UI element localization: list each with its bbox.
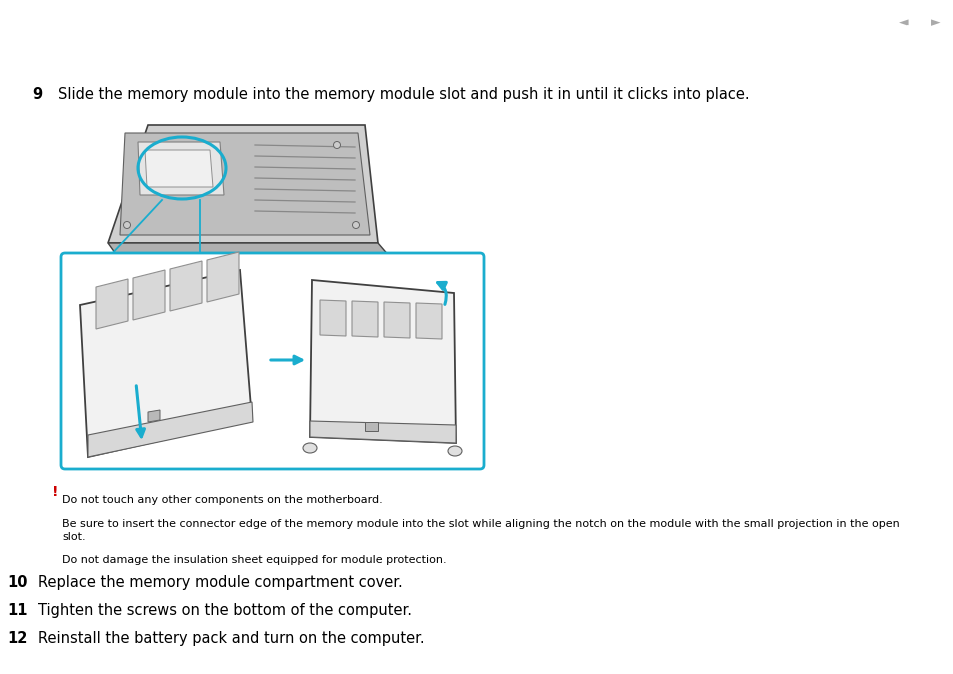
Ellipse shape: [123, 222, 131, 228]
Text: !: !: [52, 485, 58, 499]
Text: Reinstall the battery pack and turn on the computer.: Reinstall the battery pack and turn on t…: [38, 631, 424, 646]
Polygon shape: [310, 280, 456, 443]
Ellipse shape: [334, 142, 340, 148]
Polygon shape: [310, 421, 456, 443]
Ellipse shape: [352, 222, 359, 228]
Polygon shape: [132, 270, 165, 320]
Ellipse shape: [303, 443, 316, 453]
Polygon shape: [148, 410, 160, 422]
Polygon shape: [319, 300, 346, 336]
Text: ◄: ◄: [899, 16, 908, 30]
Polygon shape: [384, 302, 410, 338]
Text: Slide the memory module into the memory module slot and push it in until it clic: Slide the memory module into the memory …: [58, 87, 749, 102]
Text: 12: 12: [8, 631, 28, 646]
Text: Upgrading Your VAIO Computer: Upgrading Your VAIO Computer: [710, 42, 945, 55]
Polygon shape: [170, 261, 202, 311]
Text: slot.: slot.: [62, 532, 86, 542]
Polygon shape: [138, 142, 224, 195]
Ellipse shape: [448, 446, 461, 456]
Text: 10: 10: [8, 575, 28, 590]
Polygon shape: [120, 133, 370, 235]
Polygon shape: [108, 243, 390, 257]
Text: Replace the memory module compartment cover.: Replace the memory module compartment co…: [38, 575, 402, 590]
Text: Be sure to insert the connector edge of the memory module into the slot while al: Be sure to insert the connector edge of …: [62, 519, 899, 529]
Polygon shape: [145, 150, 213, 187]
Polygon shape: [88, 402, 253, 457]
Text: 11: 11: [8, 603, 28, 618]
Text: 9: 9: [32, 87, 42, 102]
Polygon shape: [80, 270, 252, 457]
Text: ►: ►: [930, 16, 940, 30]
Polygon shape: [96, 279, 128, 329]
Polygon shape: [207, 252, 239, 302]
Polygon shape: [416, 303, 441, 339]
Text: Tighten the screws on the bottom of the computer.: Tighten the screws on the bottom of the …: [38, 603, 412, 618]
Text: Do not touch any other components on the motherboard.: Do not touch any other components on the…: [62, 495, 382, 505]
Polygon shape: [352, 301, 377, 337]
Text: 152: 152: [904, 16, 933, 30]
Polygon shape: [108, 125, 377, 243]
FancyBboxPatch shape: [61, 253, 483, 469]
Text: Do not damage the insulation sheet equipped for module protection.: Do not damage the insulation sheet equip…: [62, 555, 446, 565]
Polygon shape: [365, 422, 377, 431]
